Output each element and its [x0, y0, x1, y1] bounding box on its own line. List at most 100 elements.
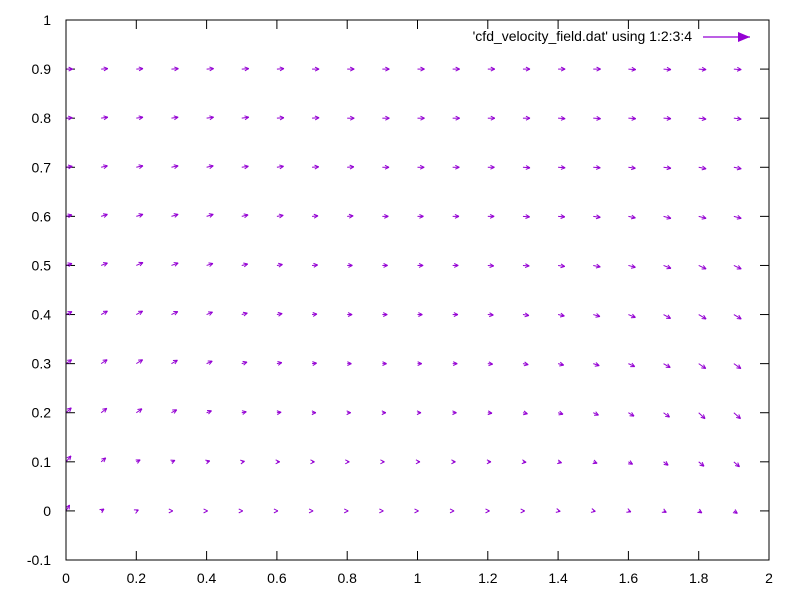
- vector-arrow: [101, 66, 109, 72]
- vector-arrow: [276, 361, 283, 366]
- vector-arrow: [241, 213, 249, 219]
- vector-arrow: [241, 164, 249, 170]
- vector-arrow: [663, 264, 672, 270]
- vector-arrow: [136, 66, 144, 72]
- vector-arrow: [312, 213, 319, 219]
- vector-arrow: [522, 410, 528, 416]
- vector-arrow: [698, 412, 706, 420]
- vector-arrow: [382, 312, 388, 317]
- vector-arrow: [628, 66, 637, 72]
- vector-arrow: [308, 508, 314, 514]
- vector-arrow: [347, 213, 354, 219]
- y-tick-label: 0.4: [32, 307, 52, 323]
- vector-arrow: [698, 265, 707, 270]
- legend-label: 'cfd_velocity_field.dat' using 1:2:3:4: [473, 28, 693, 44]
- y-tick-label: 0.7: [32, 159, 52, 175]
- vector-arrow: [101, 213, 108, 218]
- vector-arrow: [136, 115, 144, 121]
- vector-arrow: [452, 66, 460, 72]
- x-axis-tick-labels: 0 0.2 0.4 0.6 0.8 1 1.2 1.4 1.6 1.8 2: [62, 570, 773, 586]
- vector-arrow: [698, 66, 707, 72]
- vector-arrow: [241, 311, 248, 317]
- vector-arrow: [663, 66, 672, 72]
- vector-arrow: [100, 262, 108, 267]
- vector-arrow: [558, 263, 566, 269]
- vector-arrow: [347, 361, 352, 367]
- vector-arrow: [733, 363, 742, 370]
- vector-arrow: [206, 164, 214, 169]
- y-tick-label: 0.9: [32, 61, 52, 77]
- vector-arrow: [628, 214, 636, 220]
- vector-arrow: [590, 508, 596, 513]
- vector-arrow: [135, 459, 141, 464]
- vector-arrow: [206, 360, 213, 365]
- vector-arrow: [347, 312, 353, 317]
- vector-arrow: [663, 215, 672, 220]
- vector-arrow: [698, 215, 707, 220]
- x-tick-label: 0.4: [197, 570, 217, 586]
- vector-arrow: [203, 508, 208, 514]
- vector-arrow: [241, 262, 249, 268]
- vector-arrow: [417, 66, 425, 72]
- vector-arrow: [628, 412, 635, 417]
- vector-arrow: [382, 361, 387, 367]
- vector-arrow: [558, 214, 566, 219]
- vector-arrow: [557, 361, 565, 367]
- vector-arrow: [487, 361, 493, 367]
- vector-arrow: [312, 262, 318, 268]
- vector-arrow: [487, 164, 495, 170]
- vector-arrow: [593, 263, 601, 269]
- vector-arrow: [100, 407, 108, 414]
- vector-arrow: [521, 459, 527, 465]
- vector-arrow: [276, 410, 282, 416]
- vector-arrow: [171, 409, 178, 414]
- vector-arrow: [557, 312, 565, 318]
- vector-arrow: [733, 165, 742, 171]
- vector-arrow: [593, 214, 601, 220]
- vector-arrow: [136, 164, 144, 169]
- vector-arrow: [136, 408, 143, 414]
- vector-arrow: [241, 115, 250, 121]
- y-tick-label: 0.6: [32, 208, 52, 224]
- vector-series: [65, 66, 742, 514]
- vector-arrow: [663, 165, 672, 171]
- vector-arrow: [522, 361, 529, 367]
- vector-arrow: [522, 214, 530, 219]
- vector-arrow: [65, 311, 73, 316]
- vector-arrow: [486, 459, 492, 465]
- vector-arrow: [171, 213, 179, 218]
- vector-arrow: [558, 116, 566, 121]
- vector-arrow: [592, 459, 598, 465]
- vector-arrow: [414, 508, 419, 514]
- vector-arrow: [382, 213, 389, 219]
- vector-arrow: [487, 115, 496, 121]
- vector-arrow: [380, 459, 385, 465]
- vector-arrow: [311, 361, 317, 366]
- vector-arrow: [487, 410, 493, 416]
- x-tick-label: 1.6: [619, 570, 639, 586]
- vector-arrow: [558, 66, 566, 72]
- vector-arrow: [557, 459, 562, 465]
- y-tick-label: 0: [43, 503, 51, 519]
- vector-arrow: [241, 66, 250, 72]
- vector-arrow: [312, 312, 318, 317]
- vector-arrow: [347, 263, 353, 268]
- y-tick-label: 0.5: [32, 257, 52, 273]
- vector-arrow: [733, 314, 742, 320]
- vector-arrow: [275, 459, 280, 465]
- vector-arrow: [206, 213, 214, 218]
- x-tick-label: 0.6: [267, 570, 287, 586]
- vector-arrow: [698, 116, 707, 122]
- vector-arrow: [733, 66, 742, 72]
- vector-arrow: [65, 359, 73, 365]
- vector-arrow: [382, 164, 390, 170]
- vector-arrow: [345, 459, 350, 465]
- vector-arrow: [593, 66, 601, 72]
- vector-arrow: [65, 164, 73, 170]
- vector-arrow: [205, 459, 211, 465]
- vector-arrow: [663, 363, 671, 369]
- vector-arrow: [101, 164, 108, 170]
- vector-arrow: [520, 508, 525, 514]
- vector-arrow: [452, 312, 459, 317]
- vector-arrow: [276, 66, 285, 72]
